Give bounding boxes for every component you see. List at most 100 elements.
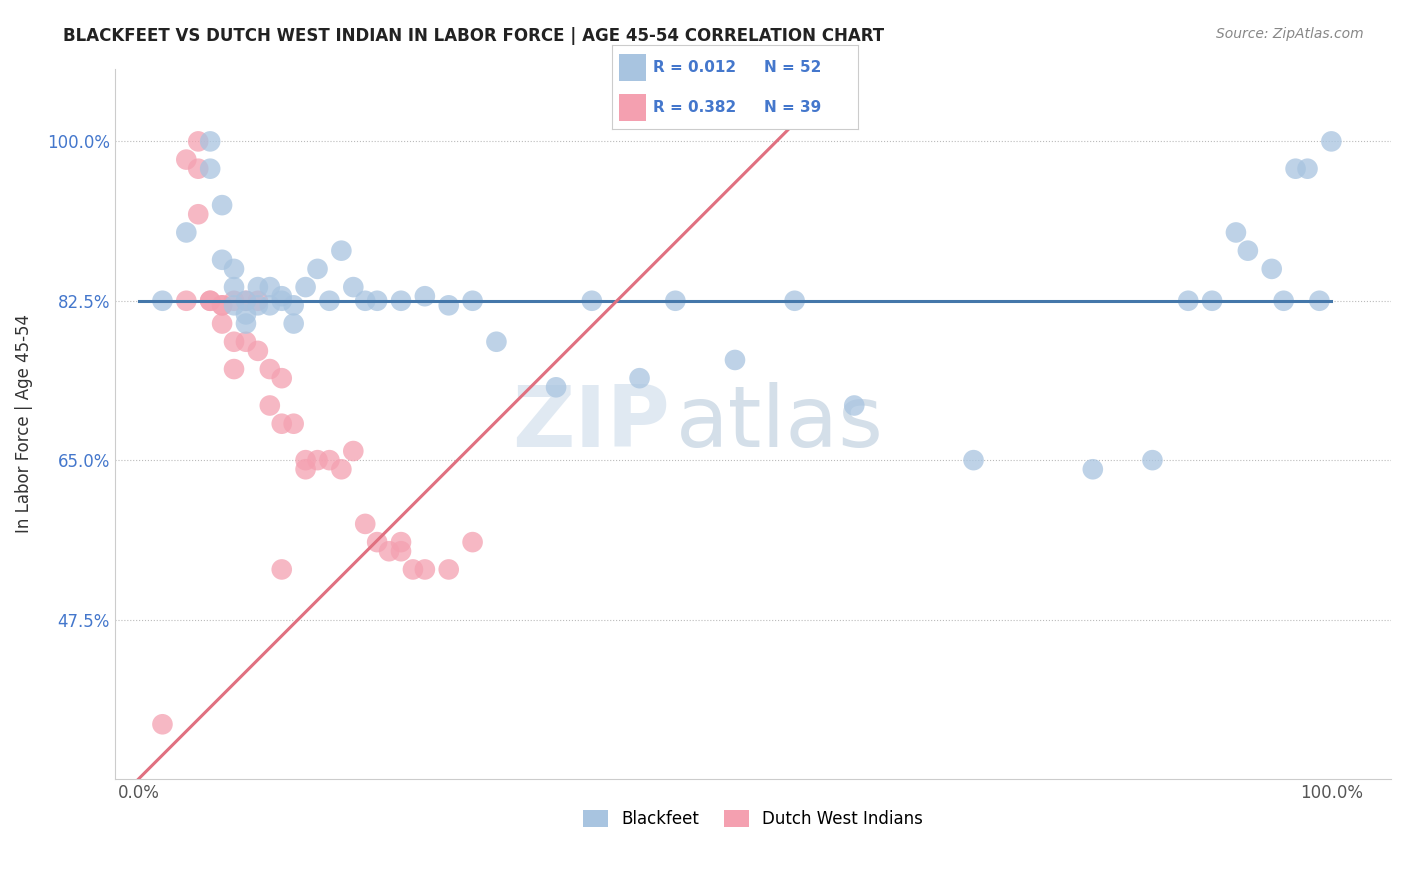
Point: [222, 293, 245, 308]
Point: [246, 298, 269, 312]
Point: [176, 293, 198, 308]
Point: [413, 562, 436, 576]
Text: R = 0.012: R = 0.012: [654, 60, 737, 75]
Y-axis label: In Labor Force | Age 45-54: In Labor Force | Age 45-54: [15, 314, 32, 533]
Point: [628, 371, 651, 385]
Point: [1260, 261, 1282, 276]
Point: [544, 380, 567, 394]
Point: [259, 399, 281, 413]
Point: [211, 298, 233, 312]
Point: [211, 298, 233, 312]
Point: [283, 417, 305, 431]
Point: [235, 307, 257, 321]
Point: [485, 334, 508, 349]
Point: [176, 153, 198, 167]
Point: [366, 293, 388, 308]
Point: [283, 298, 305, 312]
Point: [222, 280, 245, 294]
Point: [664, 293, 686, 308]
Point: [152, 293, 174, 308]
Point: [246, 343, 269, 358]
Point: [235, 334, 257, 349]
Point: [222, 298, 245, 312]
Point: [235, 293, 257, 308]
Point: [198, 293, 221, 308]
Point: [1320, 134, 1343, 148]
Point: [461, 535, 484, 549]
Point: [270, 289, 292, 303]
Point: [413, 289, 436, 303]
Point: [330, 462, 353, 476]
Point: [294, 280, 316, 294]
Point: [389, 535, 412, 549]
Point: [330, 244, 353, 258]
Point: [235, 293, 257, 308]
Point: [461, 293, 484, 308]
Point: [307, 453, 329, 467]
Text: atlas: atlas: [676, 382, 884, 466]
Point: [187, 207, 209, 221]
Point: [176, 226, 198, 240]
Point: [211, 317, 233, 331]
Text: Source: ZipAtlas.com: Source: ZipAtlas.com: [1216, 27, 1364, 41]
Point: [1201, 293, 1223, 308]
Point: [235, 317, 257, 331]
Bar: [619, 54, 647, 81]
Point: [783, 293, 806, 308]
Point: [294, 453, 316, 467]
Point: [211, 252, 233, 267]
Bar: [619, 94, 647, 120]
Point: [342, 444, 364, 458]
Point: [366, 535, 388, 549]
Point: [354, 293, 377, 308]
Point: [402, 562, 425, 576]
Text: ZIP: ZIP: [512, 382, 669, 466]
Point: [1237, 244, 1260, 258]
Point: [222, 362, 245, 376]
Point: [437, 562, 460, 576]
Point: [198, 161, 221, 176]
Point: [270, 371, 292, 385]
Text: R = 0.382: R = 0.382: [654, 100, 737, 115]
Point: [1296, 161, 1319, 176]
Point: [389, 544, 412, 558]
Point: [222, 261, 245, 276]
Point: [307, 261, 329, 276]
Point: [259, 280, 281, 294]
Point: [270, 417, 292, 431]
Point: [187, 161, 209, 176]
Point: [844, 399, 866, 413]
Point: [724, 353, 747, 368]
Point: [962, 453, 984, 467]
Point: [270, 293, 292, 308]
Point: [342, 280, 364, 294]
Text: N = 39: N = 39: [765, 100, 821, 115]
Point: [318, 293, 340, 308]
Point: [270, 562, 292, 576]
Point: [259, 298, 281, 312]
Point: [389, 293, 412, 308]
Point: [1284, 161, 1306, 176]
Point: [198, 134, 221, 148]
Point: [318, 453, 340, 467]
Point: [222, 334, 245, 349]
Point: [1081, 462, 1104, 476]
Point: [259, 362, 281, 376]
Point: [1142, 453, 1164, 467]
Point: [437, 298, 460, 312]
Point: [246, 280, 269, 294]
Point: [581, 293, 603, 308]
Point: [187, 134, 209, 148]
Point: [198, 293, 221, 308]
Point: [294, 462, 316, 476]
Point: [378, 544, 401, 558]
Point: [283, 317, 305, 331]
Point: [152, 717, 174, 731]
Text: N = 52: N = 52: [765, 60, 821, 75]
Legend: Blackfeet, Dutch West Indians: Blackfeet, Dutch West Indians: [576, 803, 929, 835]
Point: [354, 516, 377, 531]
Point: [1272, 293, 1295, 308]
Point: [1225, 226, 1247, 240]
Point: [211, 198, 233, 212]
Point: [1177, 293, 1199, 308]
